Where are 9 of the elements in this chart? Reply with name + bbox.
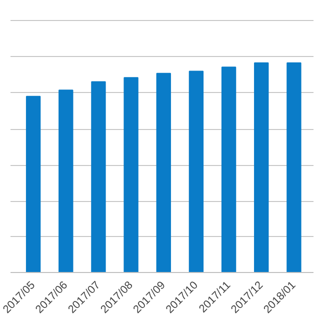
bar bbox=[124, 77, 138, 272]
bar bbox=[221, 66, 236, 272]
bar bbox=[254, 62, 269, 272]
bar bbox=[286, 62, 302, 272]
bar bbox=[188, 70, 204, 272]
bar bbox=[91, 81, 106, 272]
bar bbox=[26, 96, 41, 272]
bar bbox=[156, 72, 171, 272]
bar bbox=[58, 90, 74, 272]
